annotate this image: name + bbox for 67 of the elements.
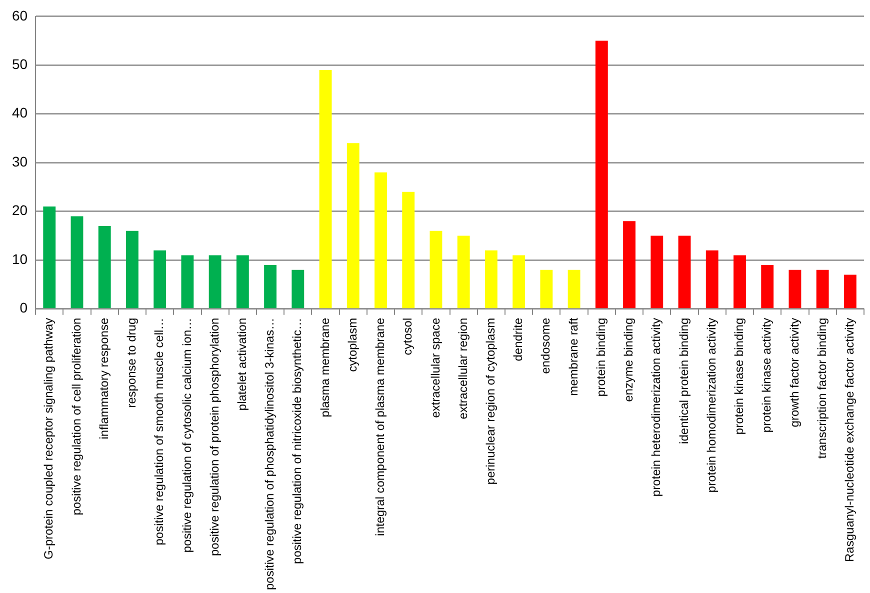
bar xyxy=(678,236,691,308)
bar xyxy=(98,226,111,308)
bar xyxy=(457,236,470,308)
x-tick-label: endosome xyxy=(538,318,553,374)
bar xyxy=(70,216,84,308)
x-tick-label: protein homodimerization activity xyxy=(704,318,718,493)
x-tick-label: plasma membrane xyxy=(318,318,332,418)
x-tick-label: protein heterodimerization activity xyxy=(649,318,664,497)
bar xyxy=(844,274,856,308)
x-tick-label: platelet activation xyxy=(234,318,249,411)
x-tick-label: positive regulation of phosphatidylinositol 3-kinas… xyxy=(262,318,277,590)
bar xyxy=(512,255,526,308)
x-tick-label: membrane raft xyxy=(566,317,580,396)
x-tick-label: positive regulation of cell proliferation xyxy=(69,318,84,516)
bar xyxy=(540,270,553,308)
bar xyxy=(208,255,222,308)
bar xyxy=(43,206,56,308)
bar xyxy=(650,236,664,308)
bar xyxy=(430,230,442,308)
bar xyxy=(816,270,829,308)
x-tick-label: extracellular space xyxy=(428,318,442,418)
y-tick-label: 0 xyxy=(20,300,28,316)
x-tick-label: response to drug xyxy=(124,318,139,408)
bar xyxy=(568,270,580,308)
x-tick-label: protein kinase activity xyxy=(760,318,774,433)
y-tick-label: 40 xyxy=(12,104,28,121)
x-tick-label: protein kinase binding xyxy=(732,318,746,435)
y-tick-label: 60 xyxy=(12,7,28,24)
bar xyxy=(706,250,718,308)
bar xyxy=(374,172,387,308)
x-tick-label: positive regulation of nitricoxide biosynthetic… xyxy=(290,318,304,564)
x-tick-label: transcription factor binding xyxy=(814,318,829,459)
bar xyxy=(292,270,304,308)
x-tick-label: dendrite xyxy=(511,318,526,362)
x-tick-label: enzyme binding xyxy=(622,318,636,402)
x-tick-label: identical protein binding xyxy=(676,318,691,444)
bar xyxy=(264,264,277,308)
x-tick-label: protein binding xyxy=(594,318,608,397)
bar xyxy=(788,270,802,308)
y-tick-label: 20 xyxy=(12,202,28,218)
bar xyxy=(734,255,746,308)
x-tick-label: positive regulation of cytosolic calcium ion… xyxy=(180,318,194,553)
x-tick-label: positive regulation of smooth muscle cell… xyxy=(152,318,166,546)
bar xyxy=(346,143,360,308)
bar xyxy=(126,230,138,308)
x-tick-label: inflammatory response xyxy=(96,318,111,440)
x-tick-label: cytoplasm xyxy=(345,318,360,372)
x-tick-label: G-protein coupled receptor signaling pathway xyxy=(42,318,56,560)
y-tick-label: 10 xyxy=(12,250,28,267)
bar xyxy=(761,264,774,308)
x-tick-label: extracellular region xyxy=(456,318,470,420)
bar xyxy=(402,192,415,308)
x-tick-label: positive regulation of protein phosphorylation xyxy=(207,318,222,556)
x-tick-label: Rasguanyl-nucleotide exchange factor activity xyxy=(842,318,857,562)
x-tick-label: integral component of plasma membrane xyxy=(373,318,388,536)
bar xyxy=(484,250,498,308)
bar xyxy=(154,250,166,308)
x-tick-label: cytosol xyxy=(400,318,415,356)
x-tick-label: growth factor activity xyxy=(787,318,802,428)
bar xyxy=(181,255,194,308)
bar xyxy=(319,70,332,308)
bar xyxy=(595,40,608,308)
y-tick-label: 30 xyxy=(12,153,28,170)
bar xyxy=(623,221,636,308)
y-tick-label: 50 xyxy=(12,56,28,72)
bar xyxy=(236,255,249,308)
x-tick-label: perinuclear region of cytoplasm xyxy=(484,318,498,485)
